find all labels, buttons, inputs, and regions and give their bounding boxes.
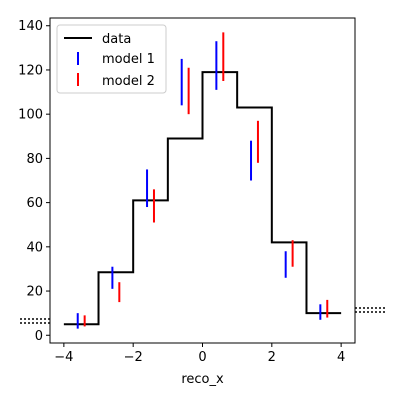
data-histogram [63,71,342,326]
x-tick-label: 4 [337,350,345,365]
plot-frame [49,17,356,344]
x-tick-label: −2 [124,350,143,365]
data-step-line [63,71,342,326]
x-tick-label: −4 [54,350,73,365]
y-tick-label: 100 [18,108,43,123]
y-tick-label: 0 [35,329,43,344]
legend: data model 1 model 2 [56,24,167,94]
x-tick-label: 0 [198,350,206,365]
y-tick-label: 20 [26,285,43,300]
x-axis-ticks: −4 −2 0 2 4 [54,343,345,365]
y-tick-label: 140 [18,19,43,34]
y-tick-label: 60 [26,196,43,211]
legend-data-label: data [102,32,131,47]
y-tick-label: 120 [18,63,43,78]
x-tick-label: 2 [268,350,276,365]
legend-model-1-label: model 1 [102,52,155,67]
legend-box [56,24,167,94]
y-axis-ticks: 0 20 40 60 80 100 120 140 [18,19,50,344]
y-tick-label: 40 [26,240,43,255]
model-errorbars [76,32,329,329]
y-tick-label: 80 [26,152,43,167]
legend-model-2-label: model 2 [102,74,155,89]
overflow-marks [20,307,385,324]
x-axis-label: reco_x [181,372,224,387]
